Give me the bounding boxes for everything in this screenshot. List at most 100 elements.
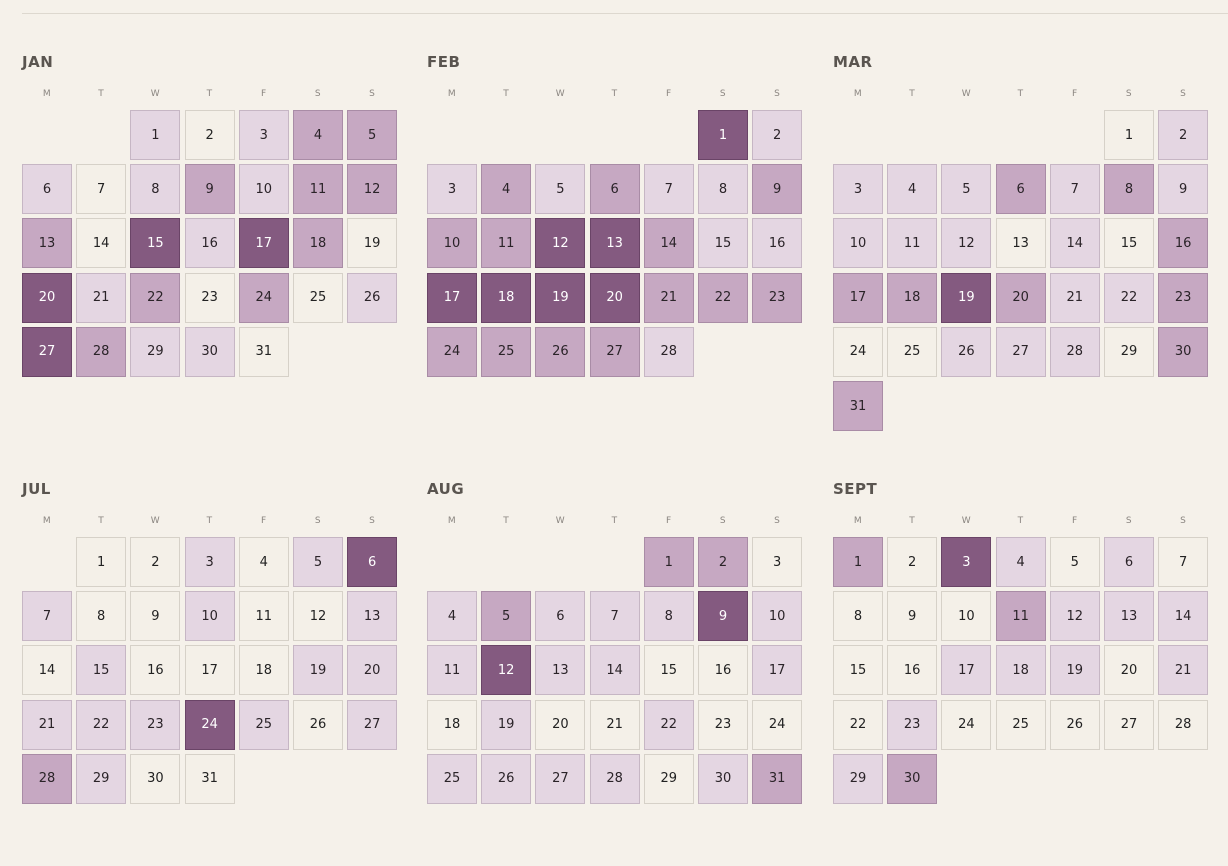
day-cell[interactable]: 10 [238,164,289,215]
day-cell[interactable]: 5 [535,164,586,215]
day-cell[interactable]: 19 [347,218,398,269]
day-cell[interactable]: 24 [752,699,803,750]
day-cell[interactable]: 12 [535,218,586,269]
day-cell[interactable]: 2 [698,537,748,587]
day-cell[interactable]: 14 [589,645,640,696]
day-cell[interactable]: 20 [347,645,398,696]
day-cell[interactable]: 1 [1104,110,1154,160]
day-cell[interactable]: 18 [887,272,938,323]
day-cell[interactable]: 17 [238,218,289,269]
day-cell[interactable]: 12 [481,645,532,696]
day-cell[interactable]: 31 [184,753,235,804]
day-cell[interactable]: 23 [752,272,803,323]
day-cell[interactable]: 27 [1104,699,1154,750]
day-cell[interactable]: 9 [752,164,803,215]
day-cell[interactable]: 13 [347,591,398,642]
day-cell[interactable]: 27 [995,326,1046,377]
day-cell[interactable]: 26 [293,699,343,750]
day-cell[interactable]: 5 [293,537,343,587]
day-cell[interactable]: 23 [130,699,181,750]
day-cell[interactable]: 27 [22,326,72,377]
day-cell[interactable]: 10 [833,218,883,269]
day-cell[interactable]: 17 [184,645,235,696]
day-cell[interactable]: 24 [184,699,235,750]
day-cell[interactable]: 3 [941,537,992,587]
day-cell[interactable]: 22 [643,699,694,750]
day-cell[interactable]: 3 [238,110,289,160]
day-cell[interactable]: 3 [427,164,477,215]
day-cell[interactable]: 23 [1158,272,1209,323]
day-cell[interactable]: 8 [130,164,181,215]
day-cell[interactable]: 21 [76,272,127,323]
day-cell[interactable]: 7 [22,591,72,642]
day-cell[interactable]: 30 [130,753,181,804]
day-cell[interactable]: 21 [22,699,72,750]
day-cell[interactable]: 10 [427,218,477,269]
day-cell[interactable]: 21 [589,699,640,750]
day-cell[interactable]: 2 [1158,110,1209,160]
day-cell[interactable]: 25 [238,699,289,750]
day-cell[interactable]: 31 [238,326,289,377]
day-cell[interactable]: 2 [752,110,803,160]
day-cell[interactable]: 30 [1158,326,1209,377]
day-cell[interactable]: 16 [184,218,235,269]
day-cell[interactable]: 22 [1104,272,1154,323]
day-cell[interactable]: 6 [347,537,398,587]
day-cell[interactable]: 14 [1049,218,1100,269]
day-cell[interactable]: 20 [589,272,640,323]
day-cell[interactable]: 6 [589,164,640,215]
day-cell[interactable]: 29 [1104,326,1154,377]
day-cell[interactable]: 10 [941,591,992,642]
day-cell[interactable]: 24 [941,699,992,750]
day-cell[interactable]: 16 [698,645,748,696]
day-cell[interactable]: 31 [752,753,803,804]
day-cell[interactable]: 5 [941,164,992,215]
day-cell[interactable]: 26 [347,272,398,323]
day-cell[interactable]: 12 [347,164,398,215]
day-cell[interactable]: 5 [347,110,398,160]
day-cell[interactable]: 9 [1158,164,1209,215]
day-cell[interactable]: 11 [293,164,343,215]
day-cell[interactable]: 11 [481,218,532,269]
day-cell[interactable]: 29 [76,753,127,804]
day-cell[interactable]: 28 [643,326,694,377]
day-cell[interactable]: 5 [481,591,532,642]
day-cell[interactable]: 16 [752,218,803,269]
day-cell[interactable]: 27 [535,753,586,804]
day-cell[interactable]: 8 [833,591,883,642]
day-cell[interactable]: 18 [238,645,289,696]
day-cell[interactable]: 1 [833,537,883,587]
day-cell[interactable]: 14 [76,218,127,269]
day-cell[interactable]: 21 [1049,272,1100,323]
day-cell[interactable]: 28 [1049,326,1100,377]
day-cell[interactable]: 29 [643,753,694,804]
day-cell[interactable]: 7 [1049,164,1100,215]
day-cell[interactable]: 22 [833,699,883,750]
day-cell[interactable]: 13 [22,218,72,269]
day-cell[interactable]: 29 [833,753,883,804]
day-cell[interactable]: 24 [833,326,883,377]
day-cell[interactable]: 6 [995,164,1046,215]
day-cell[interactable]: 11 [238,591,289,642]
day-cell[interactable]: 13 [589,218,640,269]
day-cell[interactable]: 20 [995,272,1046,323]
day-cell[interactable]: 8 [643,591,694,642]
day-cell[interactable]: 15 [698,218,748,269]
day-cell[interactable]: 18 [481,272,532,323]
day-cell[interactable]: 19 [535,272,586,323]
day-cell[interactable]: 16 [1158,218,1209,269]
day-cell[interactable]: 30 [698,753,748,804]
day-cell[interactable]: 24 [427,326,477,377]
day-cell[interactable]: 24 [238,272,289,323]
day-cell[interactable]: 9 [698,591,748,642]
day-cell[interactable]: 4 [887,164,938,215]
day-cell[interactable]: 1 [76,537,127,587]
day-cell[interactable]: 9 [887,591,938,642]
day-cell[interactable]: 8 [698,164,748,215]
day-cell[interactable]: 26 [481,753,532,804]
day-cell[interactable]: 22 [698,272,748,323]
day-cell[interactable]: 20 [22,272,72,323]
day-cell[interactable]: 20 [535,699,586,750]
day-cell[interactable]: 4 [995,537,1046,587]
day-cell[interactable]: 14 [643,218,694,269]
